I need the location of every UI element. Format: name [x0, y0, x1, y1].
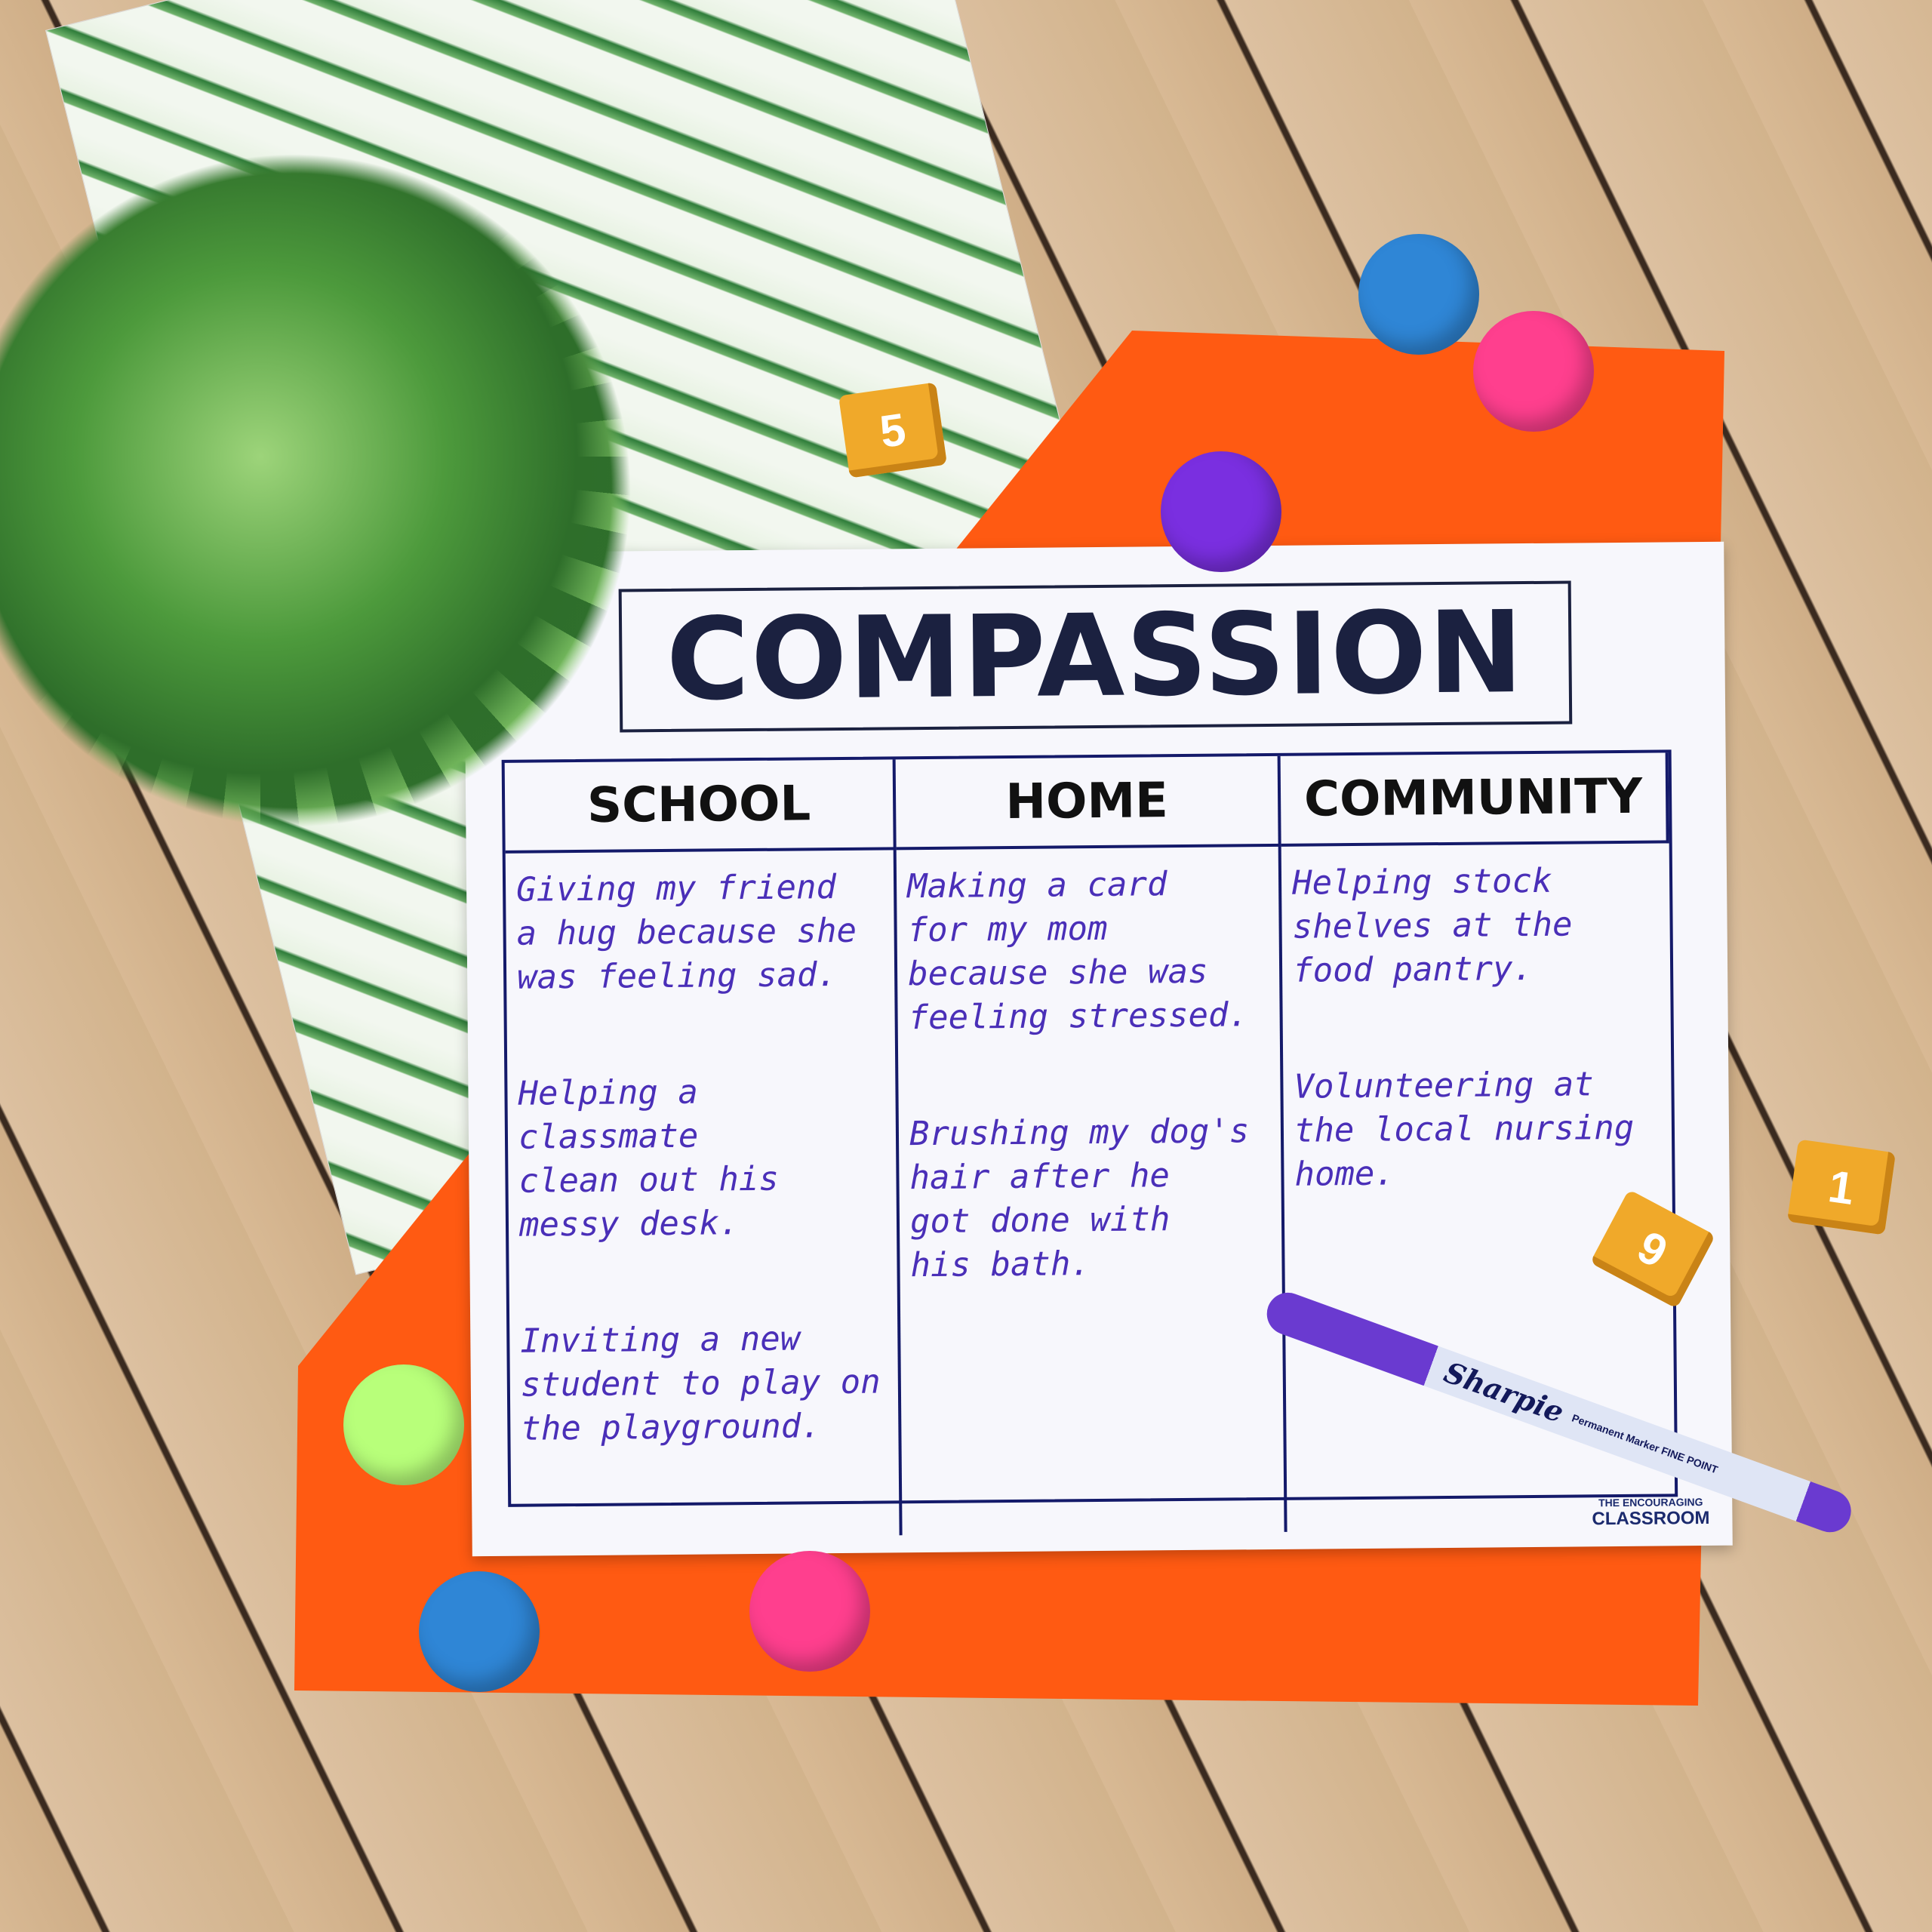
potted-plant [0, 151, 634, 830]
list-item: Volunteering at the local nursing home. [1294, 1065, 1635, 1194]
die: 1 [1786, 1139, 1897, 1235]
list-item: Giving my friend a hug because she was f… [515, 868, 857, 997]
logo-line2: CLASSROOM [1592, 1507, 1710, 1530]
list-item: Helping a classmate clean out his messy … [518, 1072, 780, 1244]
pom-pom [1161, 451, 1281, 572]
school-column: Giving my friend a hug because she was f… [505, 850, 903, 1539]
home-column: Making a card for my mom because she was… [896, 846, 1287, 1536]
encouraging-classroom-logo: THE ENCOURAGING CLASSROOM [1592, 1496, 1709, 1530]
die: 5 [838, 382, 948, 478]
pom-pom [419, 1571, 540, 1692]
pom-pom [749, 1551, 870, 1672]
header-community: COMMUNITY [1280, 752, 1669, 847]
title-box: COMPASSION [618, 580, 1573, 733]
list-item: Inviting a new student to play on the pl… [520, 1319, 881, 1448]
header-home: HOME [895, 755, 1281, 851]
list-item: Making a card for my mom because she was… [906, 865, 1249, 1038]
pom-pom [1358, 234, 1479, 355]
pom-pom [1473, 311, 1594, 432]
list-item: Helping stock shelves at the food pantry… [1291, 861, 1573, 990]
worksheet-title: COMPASSION [666, 587, 1525, 726]
header-school: SCHOOL [504, 759, 897, 854]
list-item: Brushing my dog's hair after he got done… [909, 1112, 1250, 1285]
logo-line1: THE ENCOURAGING [1598, 1496, 1703, 1509]
pom-pom [343, 1364, 464, 1485]
